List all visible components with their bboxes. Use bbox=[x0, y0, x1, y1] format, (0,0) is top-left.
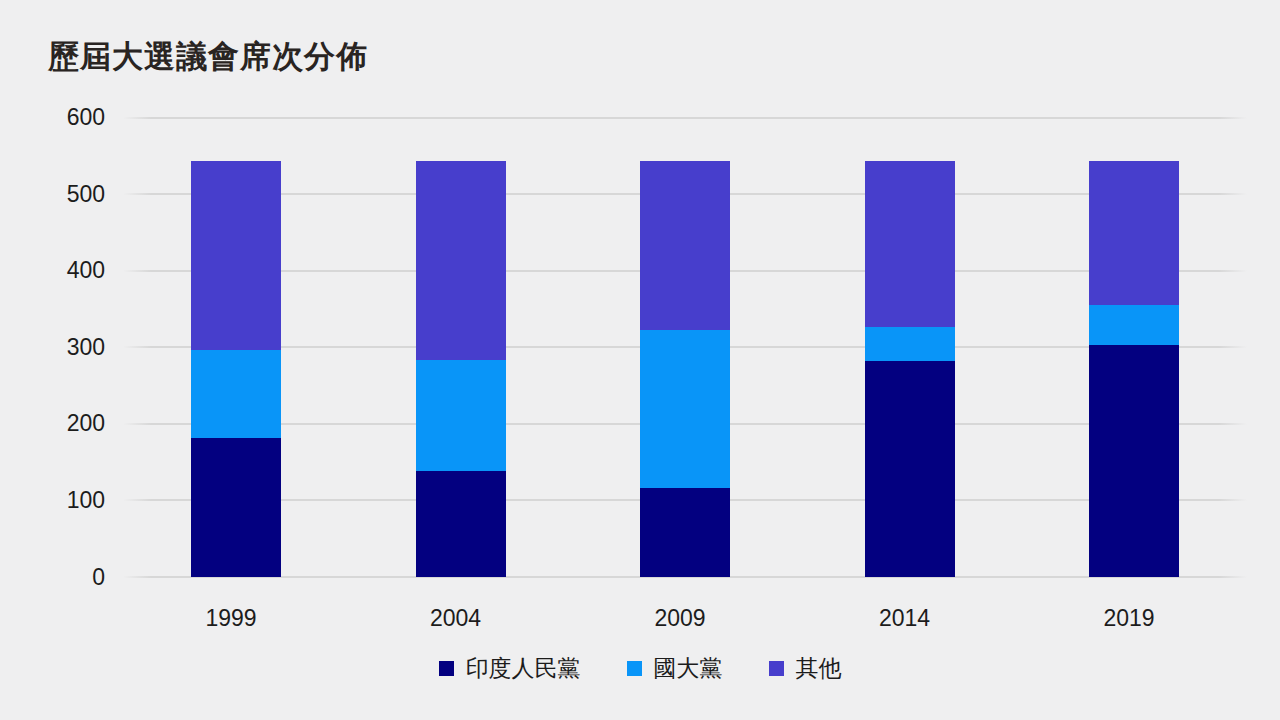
y-axis-tick-label: 0 bbox=[33, 566, 105, 589]
bar-segment bbox=[191, 161, 281, 350]
x-axis-label: 1999 bbox=[151, 605, 311, 632]
y-axis-tick-label: 500 bbox=[33, 183, 105, 206]
y-axis-tick-label: 600 bbox=[33, 106, 105, 129]
bar-segment bbox=[640, 161, 730, 330]
bar-segment bbox=[640, 488, 730, 577]
legend-label-bjp: 印度人民黨 bbox=[466, 653, 581, 684]
legend-label-congress: 國大黨 bbox=[654, 653, 723, 684]
chart-legend: 印度人民黨 國大黨 其他 bbox=[0, 653, 1280, 684]
bar-segment bbox=[1089, 161, 1179, 305]
bar-segment bbox=[865, 361, 955, 577]
x-axis-label: 2004 bbox=[376, 605, 536, 632]
x-axis-label: 2019 bbox=[1049, 605, 1209, 632]
bar-segment bbox=[416, 471, 506, 577]
legend-item-congress: 國大黨 bbox=[627, 653, 723, 684]
y-axis-tick-label: 100 bbox=[33, 489, 105, 512]
bar-segment bbox=[416, 161, 506, 360]
bar-segment bbox=[865, 161, 955, 327]
legend-item-bjp: 印度人民黨 bbox=[439, 653, 581, 684]
legend-swatch-bjp-icon bbox=[439, 661, 454, 676]
legend-swatch-others-icon bbox=[769, 661, 784, 676]
x-axis-label: 2009 bbox=[600, 605, 760, 632]
bar-segment bbox=[865, 327, 955, 361]
legend-label-others: 其他 bbox=[796, 653, 842, 684]
chart-canvas: 歷屆大選議會席次分佈 0 100 200 300 400 500 600 1999 2004 20… bbox=[0, 0, 1280, 720]
bar-segment bbox=[191, 350, 281, 437]
legend-item-others: 其他 bbox=[769, 653, 842, 684]
bar-segment bbox=[416, 360, 506, 471]
bar-segment bbox=[1089, 305, 1179, 345]
chart-title: 歷屆大選議會席次分佈 bbox=[48, 36, 368, 78]
gridline bbox=[123, 117, 1247, 119]
bar-segment bbox=[640, 330, 730, 488]
y-axis-tick-label: 200 bbox=[33, 412, 105, 435]
legend-swatch-congress-icon bbox=[627, 661, 642, 676]
y-axis-tick-label: 400 bbox=[33, 259, 105, 282]
bar-segment bbox=[1089, 345, 1179, 577]
x-axis-label: 2014 bbox=[825, 605, 985, 632]
bar-segment bbox=[191, 438, 281, 577]
y-axis-tick-label: 300 bbox=[33, 336, 105, 359]
